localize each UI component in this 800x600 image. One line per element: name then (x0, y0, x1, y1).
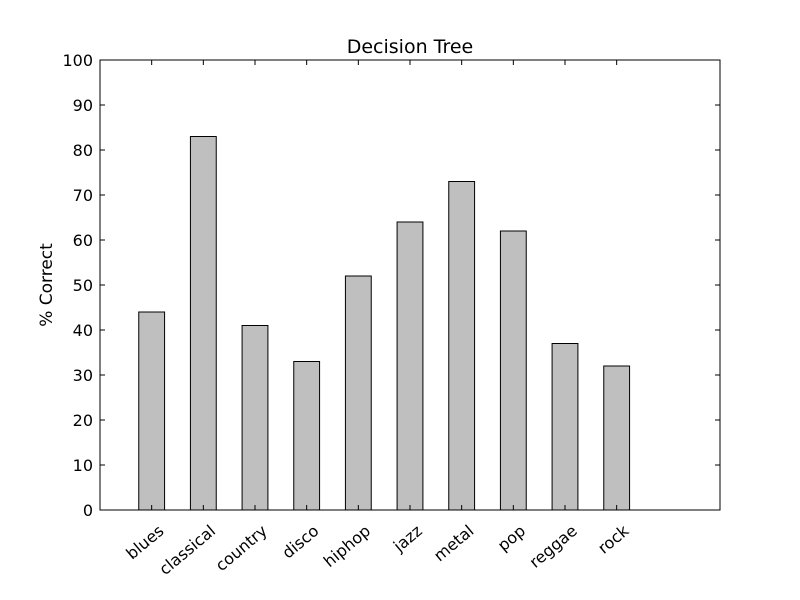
x-tick-label-pop: pop (494, 521, 529, 555)
y-tick-label: 70 (73, 186, 93, 205)
bars-group (138, 136, 631, 511)
y-tick-label: 100 (62, 51, 93, 70)
plot-frame (99, 59, 721, 511)
x-tick-label-blues: blues (122, 521, 167, 563)
y-tick-label: 40 (73, 321, 93, 340)
y-tick-label: 10 (73, 456, 93, 475)
x-tick-label-classical: classical (155, 521, 219, 579)
x-tick-label-metal: metal (430, 521, 477, 565)
bar-rock (603, 365, 631, 511)
y-tick-label: 30 (73, 366, 93, 385)
bar-pop (499, 230, 527, 511)
y-tick-label: 60 (73, 231, 93, 250)
y-axis-ticks: 0 10 20 30 40 50 60 70 80 90 100 (62, 51, 720, 520)
bar-country (241, 325, 269, 511)
x-tick-label-country: country (212, 521, 271, 575)
x-tick-label-hiphop: hiphop (320, 521, 374, 571)
y-tick-label: 50 (73, 276, 93, 295)
x-tick-label-rock: rock (594, 521, 633, 558)
x-tick-label-disco: disco (278, 521, 322, 562)
y-tick-label: 90 (73, 96, 93, 115)
x-tick-label-reggae: reggae (526, 521, 581, 572)
y-tick-label: 80 (73, 141, 93, 160)
bar-jazz (396, 221, 424, 511)
bar-hiphop (344, 275, 372, 511)
bar-blues (138, 311, 166, 511)
bar-reggae (551, 343, 579, 511)
bar-disco (293, 361, 321, 511)
x-tick-label-jazz: jazz (389, 521, 426, 556)
chart-title: Decision Tree (347, 36, 474, 58)
y-tick-label: 20 (73, 411, 93, 430)
bar-classical (189, 136, 217, 511)
y-tick-label: 0 (83, 501, 93, 520)
bar-metal (448, 181, 476, 511)
y-axis-label: % Correct (37, 243, 57, 327)
